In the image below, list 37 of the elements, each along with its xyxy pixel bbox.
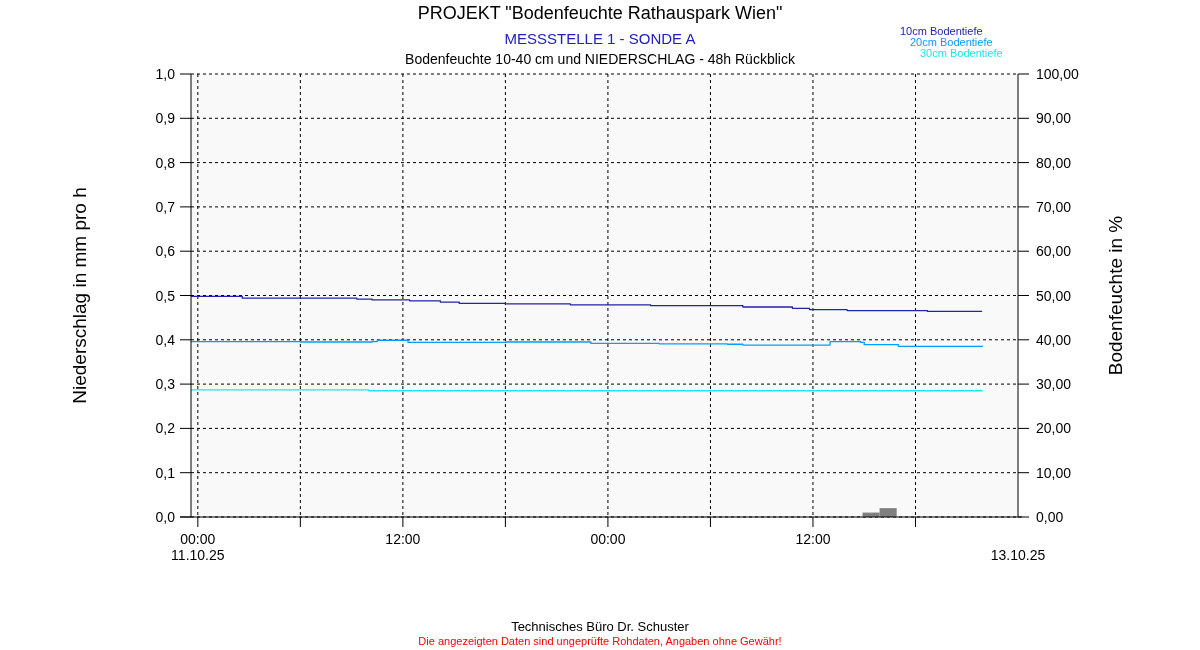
y-tick-label: 0,5 <box>155 287 176 304</box>
y2-tick-label: 0,00 <box>1036 509 1064 525</box>
y-axis-title: Niederschlag in mm pro h <box>69 187 90 404</box>
y-tick-label: 0,8 <box>155 154 176 171</box>
y2-tick-label: 80,00 <box>1036 154 1072 171</box>
y-tick-label: 0,0 <box>155 509 176 525</box>
y-tick-label: 0,1 <box>155 464 176 481</box>
y2-tick-label: 30,00 <box>1036 376 1072 393</box>
y2-tick-label: 40,00 <box>1036 331 1072 348</box>
y2-axis-title: Bodenfeuchte in % <box>1105 215 1126 376</box>
y2-tick-label: 100,00 <box>1036 66 1080 82</box>
y-tick-label: 0,4 <box>155 331 176 348</box>
y2-tick-label: 20,00 <box>1036 420 1072 437</box>
x-tick-label: 12:00 <box>385 531 421 547</box>
text: 13.10.25 <box>990 547 1046 563</box>
text: Technisches Büro Dr. Schuster <box>511 619 690 634</box>
x-tick-label: 00:00 <box>590 531 626 547</box>
y-tick-label: 0,2 <box>155 420 176 437</box>
text: 30cm Bodentiefe <box>920 47 1003 59</box>
x-tick-label: 12:00 <box>795 531 831 547</box>
y2-tick-label: 10,00 <box>1036 464 1072 481</box>
y2-tick-label: 50,00 <box>1036 287 1072 304</box>
text: Bodenfeuchte 10-40 cm und NIEDERSCHLAG - 48h Rückblick <box>405 51 796 67</box>
y2-tick-label: 90,00 <box>1036 110 1072 127</box>
y-tick-label: 1,0 <box>155 66 176 82</box>
y-tick-label: 0,7 <box>155 198 176 215</box>
y-tick-label: 0,9 <box>155 110 176 127</box>
y-tick-label: 0,3 <box>155 376 176 393</box>
text: Die angezeigten Daten sind ungeprüfte Rohdaten, Angaben ohne Gewähr! <box>418 635 782 647</box>
y2-tick-label: 60,00 <box>1036 243 1072 260</box>
chart-subtitle: MESSSTELLE 1 - SONDE A <box>504 30 696 47</box>
chart-title: PROJEKT "Bodenfeuchte Rathauspark Wien" <box>417 3 783 23</box>
y-tick-label: 0,6 <box>155 243 176 260</box>
text: 10cm Bodentiefe <box>900 25 983 37</box>
y2-tick-label: 70,00 <box>1036 198 1072 215</box>
text: 20cm Bodentiefe <box>910 36 993 48</box>
x-tick-label: 00:00 11.10.25 <box>171 531 225 563</box>
